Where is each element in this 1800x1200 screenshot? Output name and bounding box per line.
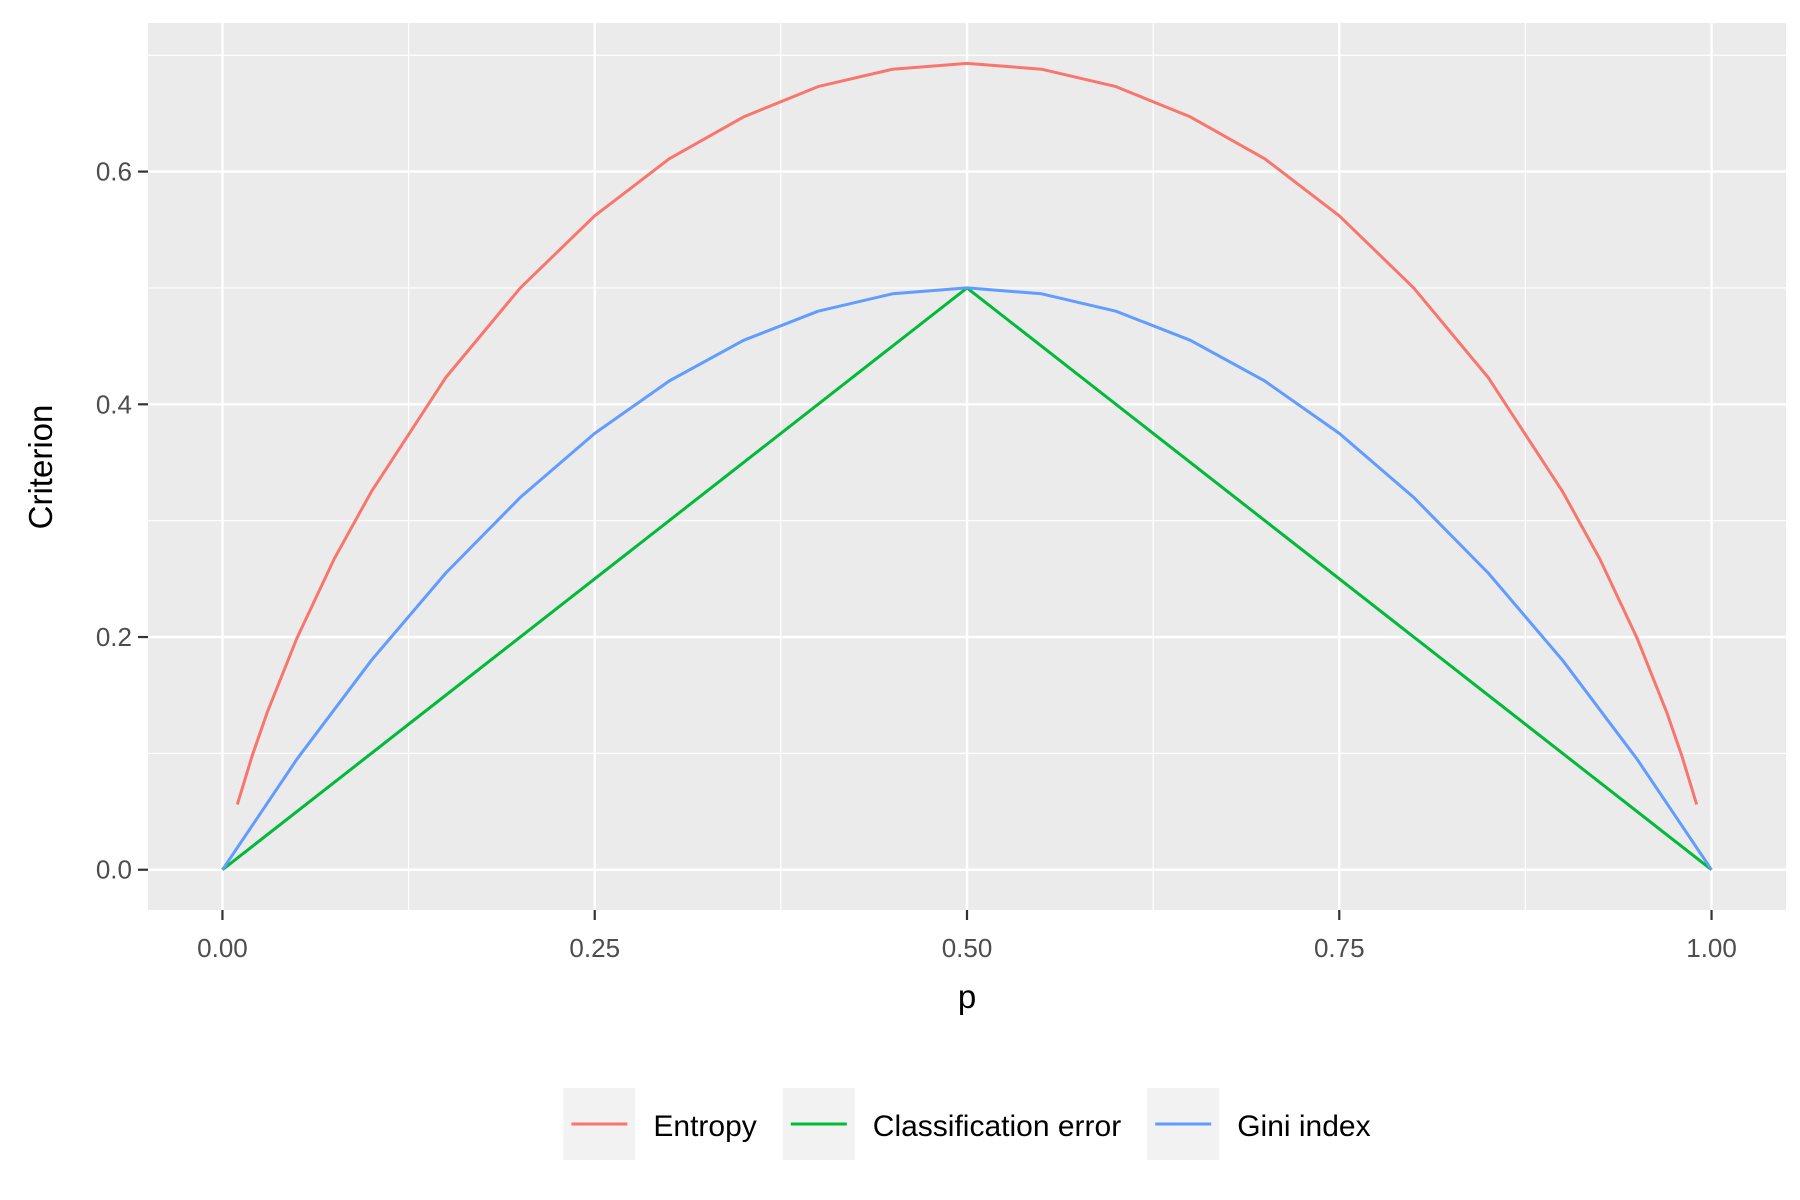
y-axis: 0.0 0.2 0.4 0.6 (96, 157, 148, 885)
x-tick-label: 0.00 (197, 933, 248, 963)
legend-label: Entropy (653, 1110, 756, 1143)
legend-label: Classification error (873, 1110, 1121, 1143)
legend: Entropy Classification error Gini index (563, 1088, 1371, 1160)
y-axis-title: Criterion (22, 405, 59, 530)
x-axis-title: p (958, 978, 976, 1015)
y-tick-label: 0.2 (96, 622, 132, 652)
x-tick-label: 0.25 (569, 933, 620, 963)
x-tick-label: 0.50 (942, 933, 993, 963)
x-tick-label: 1.00 (1686, 933, 1737, 963)
x-tick-label: 0.75 (1314, 933, 1365, 963)
series-lines (221, 61, 1713, 871)
series-line-gini-index (221, 286, 1713, 871)
y-tick-label: 0.0 (96, 855, 132, 885)
x-axis: 0.00 0.25 0.50 0.75 1.00 (197, 910, 1737, 963)
y-tick-label: 0.6 (96, 157, 132, 187)
legend-label: Gini index (1237, 1110, 1370, 1143)
grid-major (148, 23, 1786, 910)
series-line-entropy (235, 61, 1699, 806)
y-tick-label: 0.4 (96, 389, 132, 419)
